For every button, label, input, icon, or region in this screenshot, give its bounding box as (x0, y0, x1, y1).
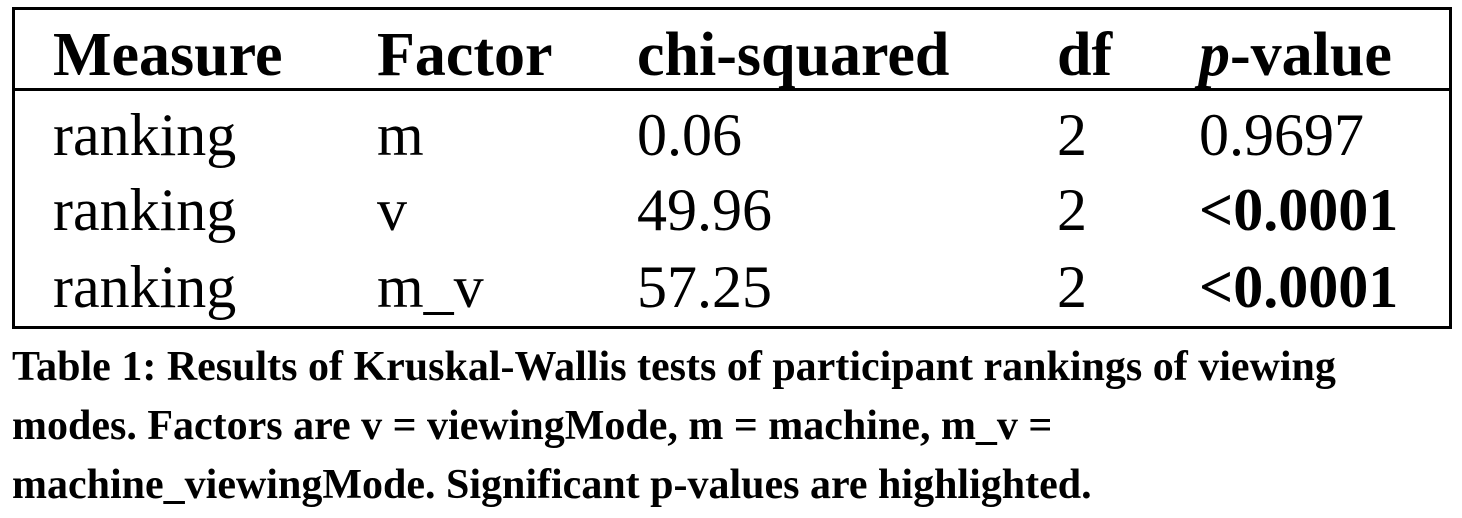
row-1-chi-squared: 0.06 (637, 102, 742, 168)
row-2-df: 2 (1057, 177, 1087, 243)
header-p-value-rest: -value (1230, 21, 1392, 89)
row-2-measure: ranking (53, 177, 237, 243)
row-1-measure: ranking (53, 102, 237, 168)
row-3-p-value: <0.0001 (1199, 254, 1399, 320)
header-chi-squared: chi-squared (637, 21, 950, 89)
row-3-measure: ranking (53, 254, 237, 320)
row-1-df: 2 (1057, 102, 1087, 168)
table-caption: Table 1: Results of Kruskal-Wallis tests… (12, 344, 1336, 508)
row-2-chi-squared: 49.96 (637, 177, 772, 243)
header-factor: Factor (377, 21, 553, 89)
row-2-p-value: <0.0001 (1199, 177, 1399, 243)
header-measure: Measure (53, 21, 283, 89)
row-3-df: 2 (1057, 254, 1087, 320)
header-divider (15, 88, 1449, 91)
header-df: df (1057, 21, 1113, 89)
row-3-chi-squared: 57.25 (637, 254, 772, 320)
row-1-factor: m (377, 102, 424, 168)
row-2-factor: v (377, 177, 407, 243)
row-1-p-value: 0.9697 (1199, 102, 1364, 168)
results-table: Measure Factor chi-squared df p-value ra… (12, 7, 1452, 329)
header-p-value-italic: p (1199, 21, 1230, 89)
row-3-factor: m_v (377, 254, 484, 320)
header-p-value: p-value (1199, 24, 1392, 86)
